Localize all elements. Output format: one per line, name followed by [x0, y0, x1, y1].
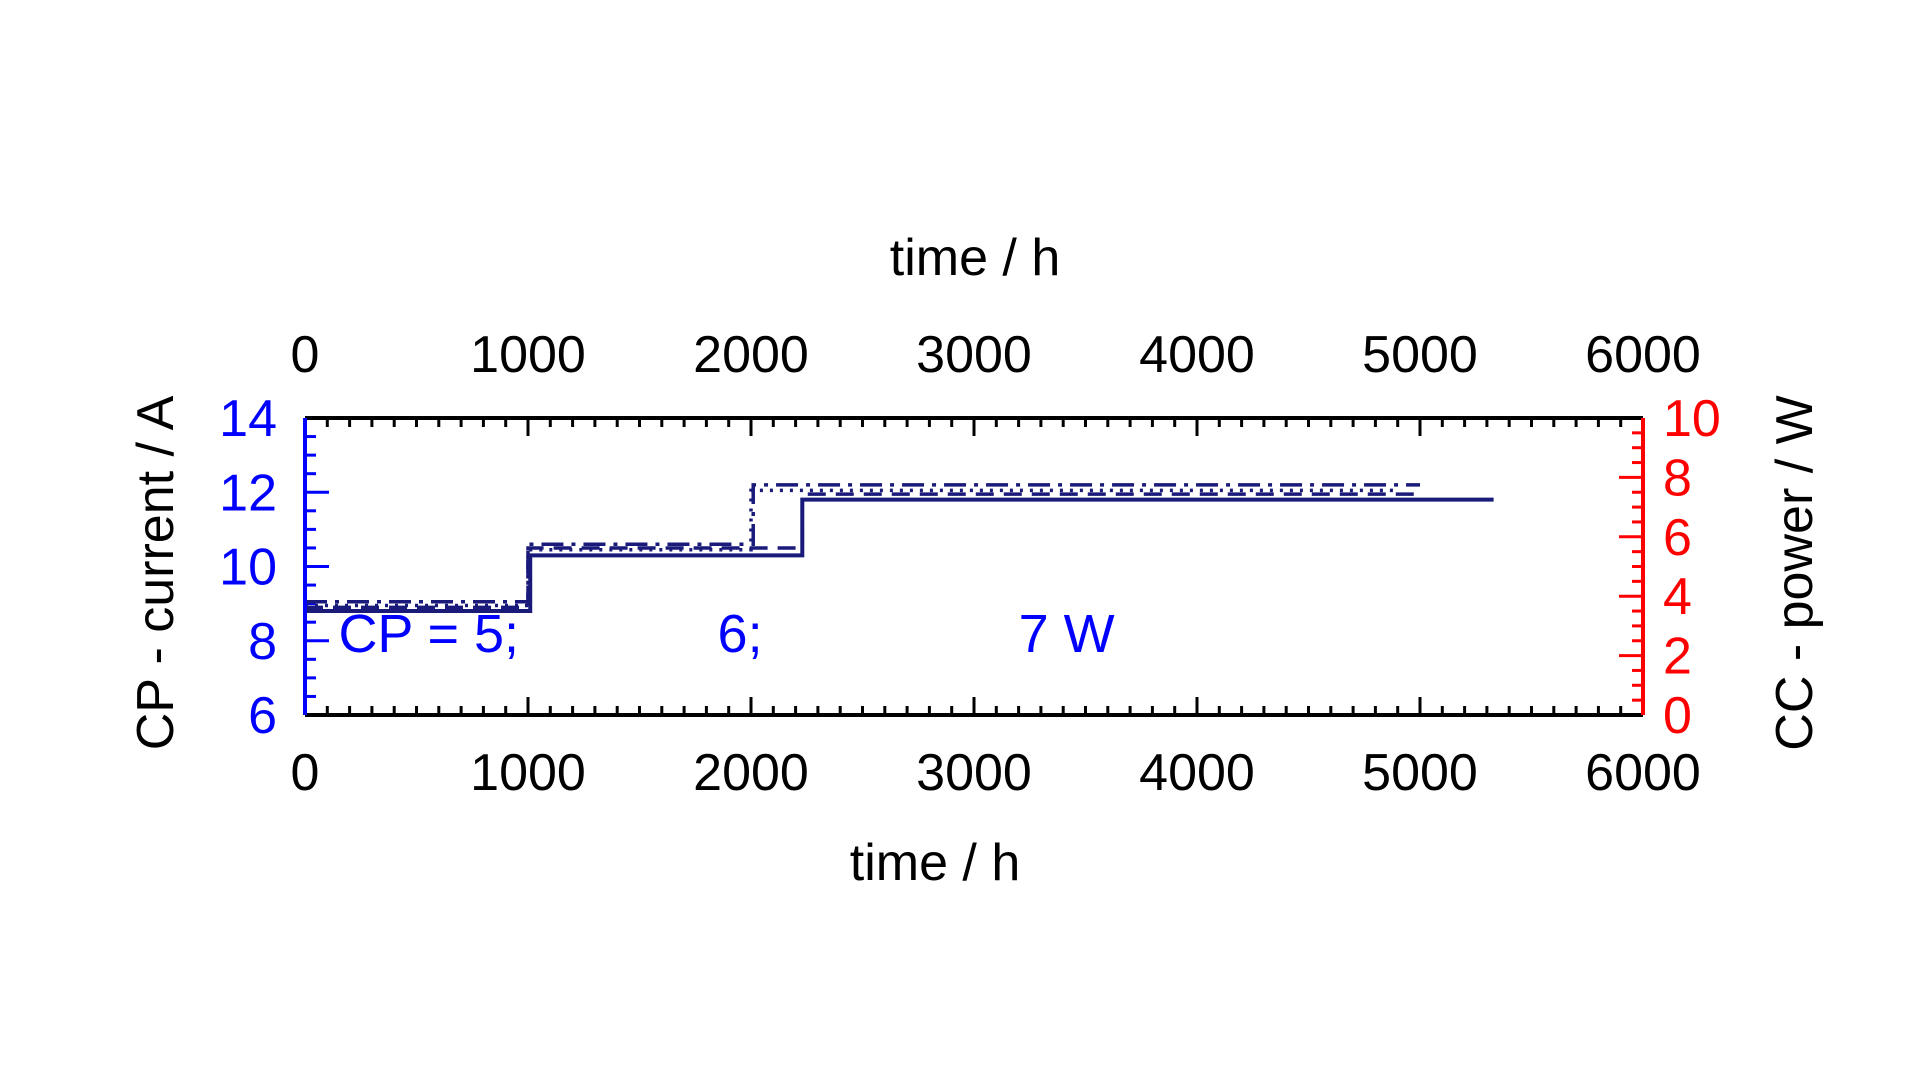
y-right-tick-label: 8	[1663, 449, 1692, 507]
y-left-axis-label: CP - current / A	[127, 395, 185, 750]
x-top-tick-label: 5000	[1362, 326, 1478, 384]
x-bottom-tick-label: 3000	[916, 744, 1032, 802]
x-top-tick-label: 4000	[1139, 326, 1255, 384]
y-right-tick-label: 2	[1663, 628, 1692, 686]
tick-marks	[303, 416, 1645, 717]
series-line-dash-dot	[305, 483, 1420, 604]
x-bottom-tick-label: 0	[291, 744, 320, 802]
series-line-dashed	[305, 492, 1420, 610]
x-top-axis-label: time / h	[890, 229, 1061, 287]
y-left-tick-label: 8	[248, 613, 277, 671]
tick-labels: 0 0 1000 1000 2000 2000 3000 3000 4000 4000 5000 50…	[219, 326, 1721, 802]
x-bottom-tick-label: 4000	[1139, 744, 1255, 802]
y-left-tick-label: 12	[219, 464, 277, 522]
y-right-tick-label: 4	[1663, 568, 1692, 626]
y-right-tick-label: 0	[1663, 687, 1692, 745]
x-top-tick-label: 1000	[470, 326, 586, 384]
x-top-tick-label: 0	[291, 326, 320, 384]
annotation-label: 6;	[718, 604, 763, 664]
y-left-tick-label: 6	[248, 687, 277, 745]
annotation-label: 7 W	[1019, 604, 1115, 664]
x-bottom-tick-label: 6000	[1585, 744, 1701, 802]
x-bottom-tick-label: 1000	[470, 744, 586, 802]
x-bottom-tick-label: 2000	[693, 744, 809, 802]
y-right-tick-label: 10	[1663, 390, 1721, 448]
y-left-tick-label: 14	[219, 390, 277, 448]
plot-frame	[303, 416, 1645, 717]
y-right-tick-label: 6	[1663, 509, 1692, 567]
series-line-dotted	[305, 488, 1398, 608]
annotations: CP = 5; 6; 7 W	[338, 604, 1114, 664]
x-bottom-axis-label: time / h	[850, 834, 1021, 892]
x-top-tick-label: 2000	[693, 326, 809, 384]
annotation-label: CP = 5;	[338, 604, 519, 664]
series-layer	[305, 483, 1494, 614]
y-right-axis-label: CC - power / W	[1766, 395, 1824, 750]
x-top-tick-label: 3000	[916, 326, 1032, 384]
series-line-solid	[305, 497, 1494, 614]
y-left-tick-label: 10	[219, 539, 277, 597]
x-top-tick-label: 6000	[1585, 326, 1701, 384]
x-bottom-tick-label: 5000	[1362, 744, 1478, 802]
